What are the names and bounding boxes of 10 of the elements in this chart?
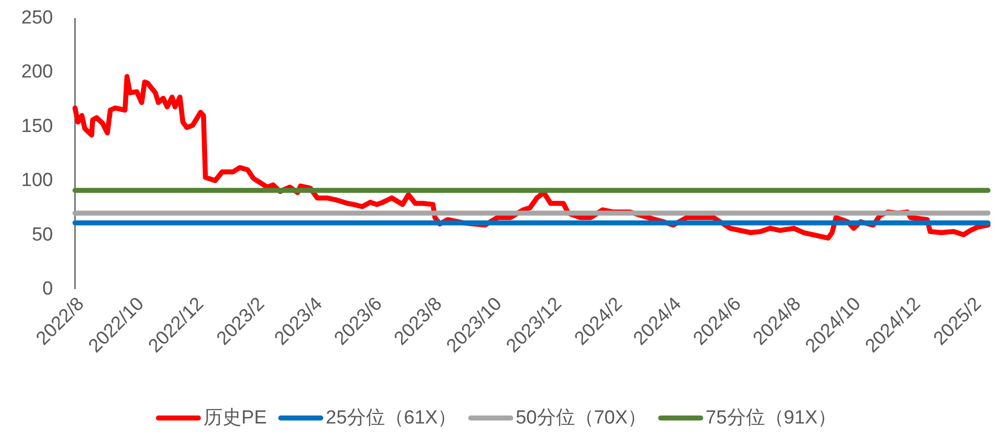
- legend-label: 历史PE: [203, 408, 267, 428]
- y-tick-label: 50: [32, 224, 53, 246]
- legend-label: 75分位（91X）: [706, 408, 837, 428]
- legend-label: 50分位（70X）: [516, 408, 647, 428]
- y-tick-label: 100: [21, 170, 53, 192]
- legend-label: 25分位（61X）: [326, 408, 457, 428]
- y-tick-label: 150: [21, 116, 53, 137]
- y-tick-label: 250: [21, 8, 53, 28]
- y-tick-label: 0: [42, 278, 53, 300]
- y-tick-label: 200: [21, 62, 53, 83]
